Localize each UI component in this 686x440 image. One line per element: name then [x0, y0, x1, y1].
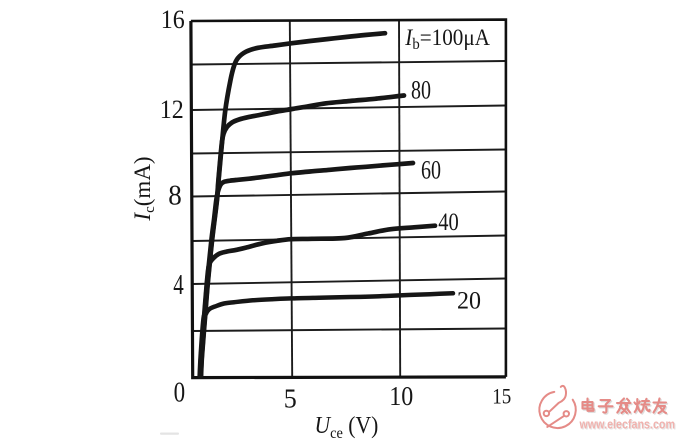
svg-text:15: 15 — [492, 384, 511, 409]
svg-text:Ic(mA): Ic(mA) — [130, 156, 158, 221]
svg-text:8: 8 — [168, 180, 182, 212]
svg-text:20: 20 — [457, 287, 481, 314]
svg-text:60: 60 — [421, 155, 441, 184]
svg-text:5: 5 — [284, 384, 297, 414]
svg-text:16: 16 — [161, 5, 185, 34]
svg-text:12: 12 — [160, 95, 184, 124]
svg-text:www.elecfans.com: www.elecfans.com — [580, 418, 676, 433]
svg-text:10: 10 — [389, 381, 413, 411]
svg-text:4: 4 — [173, 269, 184, 301]
svg-text:www.elecfans.com: www.elecfans.com — [579, 417, 675, 432]
svg-text:40: 40 — [438, 209, 459, 236]
svg-text:0: 0 — [174, 378, 186, 409]
svg-text:Ib=100μA: Ib=100μA — [404, 24, 490, 53]
svg-text:80: 80 — [411, 75, 431, 104]
svg-text:Uce (V): Uce (V) — [315, 412, 379, 440]
